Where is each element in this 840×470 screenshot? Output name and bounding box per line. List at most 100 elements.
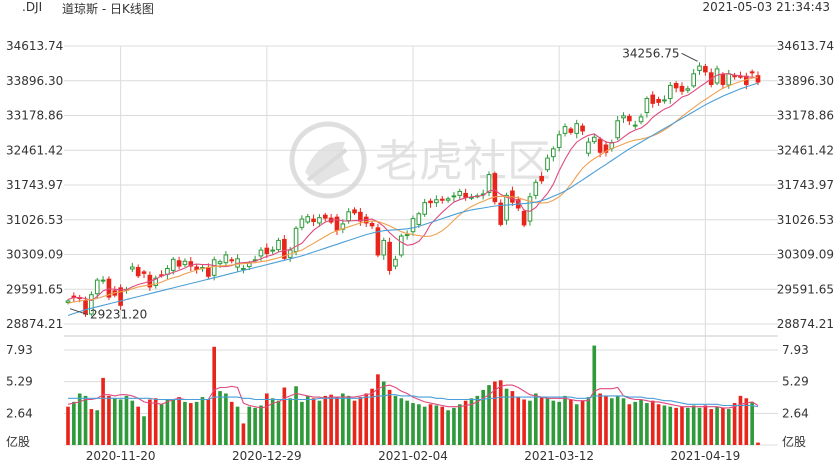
candle-body (574, 123, 580, 134)
candle-body (527, 196, 533, 222)
volume-bar (89, 409, 94, 445)
volume-bar (487, 385, 491, 445)
candle-body (621, 115, 626, 119)
volume-bar (569, 399, 573, 445)
volume-bar (592, 345, 597, 445)
date-tick-label: 2021-04-19 (670, 449, 740, 463)
volume-bar (352, 400, 357, 445)
price-tick-right: 34613.74 (777, 39, 834, 53)
volume-bar (633, 401, 638, 445)
candle-body (580, 125, 585, 132)
volume-bar (604, 395, 608, 445)
volume-bar (142, 416, 146, 445)
candle-body (135, 267, 141, 277)
volume-bar (265, 393, 269, 445)
candle-body (94, 279, 100, 295)
axis-labels: 34613.74 34613.74 33896.30 33896.30 33178.86… (6, 39, 834, 463)
candle-body (229, 259, 235, 262)
candle-body (211, 259, 217, 276)
volume-bar (300, 401, 304, 445)
candle-body (217, 261, 223, 265)
candle-body (375, 227, 381, 256)
volume-bar (159, 404, 164, 445)
chart-symbol: .DJI (22, 0, 43, 14)
volume-ma20-line (68, 394, 759, 408)
volume-bar (463, 400, 468, 445)
price-tick-left: 28874.21 (6, 317, 63, 331)
low-annotation: 29231.20 (90, 308, 147, 322)
candle-body (416, 213, 422, 225)
volume-bar (580, 400, 585, 445)
price-tick-left: 31026.53 (6, 213, 63, 227)
volume-bar (294, 386, 298, 445)
price-tick-left: 31743.97 (6, 178, 63, 192)
candle-body (726, 73, 732, 86)
volume-bar (504, 388, 509, 445)
volume-bar (598, 393, 602, 445)
candle-body (264, 247, 270, 254)
volume-bar (422, 406, 427, 445)
volume-bar (563, 395, 567, 445)
candle-body (521, 210, 527, 226)
volume-bar (136, 406, 140, 445)
volume-bar (393, 395, 398, 445)
candle-body (533, 181, 539, 196)
candle-body (685, 88, 691, 91)
candle-body (638, 116, 644, 123)
volume-bar (452, 407, 456, 445)
candle-body (270, 249, 275, 252)
candle-body (720, 73, 726, 85)
volume-bar (259, 405, 263, 445)
candle-body (551, 148, 556, 158)
candle-body (118, 287, 123, 306)
volume-bar (183, 401, 187, 445)
candle-body (299, 218, 305, 228)
volume-bar (498, 380, 503, 445)
volume-bar (738, 395, 743, 445)
price-tick-right: 30309.09 (777, 248, 834, 262)
candle-body (673, 82, 679, 89)
volume-bar (77, 393, 82, 445)
price-tick-right: 33178.86 (777, 109, 834, 123)
volume-bar (247, 406, 252, 445)
volume-bar (709, 409, 714, 445)
volume-bar (469, 398, 474, 445)
volume-bar (118, 399, 123, 445)
candle-body (346, 211, 351, 222)
volume-panel (66, 345, 760, 445)
candle-body (317, 217, 322, 224)
volume-bar (557, 401, 561, 445)
volume-bar (662, 405, 667, 445)
volume-tick-right: 7.93 (782, 343, 809, 357)
candle-body (305, 216, 311, 223)
volume-bar (417, 404, 421, 445)
date-tick-label: 2021-02-04 (378, 449, 448, 463)
candle-body (83, 300, 88, 315)
volume-bar (627, 404, 632, 445)
candle-body (667, 84, 673, 99)
volume-bar (124, 395, 129, 445)
candle-body (381, 239, 387, 256)
volume-bar (621, 398, 626, 445)
volume-bar (317, 400, 322, 445)
volume-tick-right: 亿股 (782, 434, 806, 449)
price-ma20-line (67, 82, 759, 317)
volume-bar (539, 397, 544, 445)
volume-bar (481, 389, 485, 445)
volume-bar (721, 407, 725, 445)
volume-bar (72, 401, 76, 445)
chart-title: 道琼斯 - 日K线图 (62, 2, 154, 16)
volume-bar (218, 391, 222, 445)
volume-bar (229, 401, 234, 445)
volume-bar (241, 423, 246, 445)
volume-bar (130, 400, 135, 445)
volume-bar (253, 407, 257, 445)
price-tick-left: 32461.42 (6, 143, 63, 157)
candle-body (504, 194, 509, 221)
volume-bar (206, 399, 211, 445)
volume-bar (171, 399, 176, 445)
candle-body (428, 200, 433, 204)
volume-bar (224, 393, 228, 445)
high-annotation: 34256.75 (622, 46, 679, 60)
